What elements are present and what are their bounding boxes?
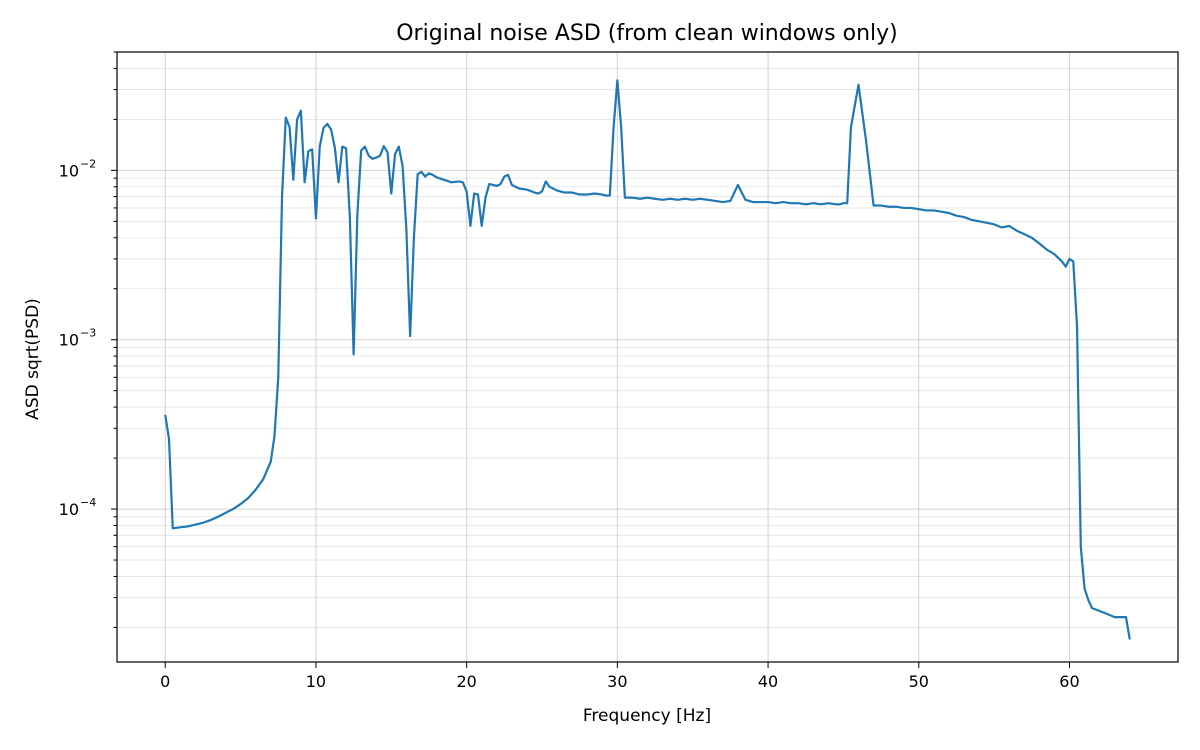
y-axis: 10−410−310−2 bbox=[59, 51, 117, 628]
x-tick-label: 40 bbox=[758, 672, 778, 691]
x-tick-label: 0 bbox=[160, 672, 170, 691]
x-axis: 0 10 20 30 40 50 60 bbox=[160, 662, 1080, 691]
asd-series-line bbox=[164, 79, 1131, 640]
x-axis-label: Frequency [Hz] bbox=[583, 706, 711, 726]
y-axis-label: ASD sqrt(PSD) bbox=[23, 298, 43, 420]
x-tick-label: 60 bbox=[1059, 672, 1079, 691]
y-tick-exponent: −2 bbox=[80, 157, 96, 170]
x-tick-label: 10 bbox=[306, 672, 326, 691]
y-tick-label: 10 bbox=[59, 331, 79, 350]
y-tick-label: 10 bbox=[59, 500, 79, 519]
x-tick-label: 30 bbox=[607, 672, 627, 691]
y-tick-exponent: −3 bbox=[80, 327, 96, 340]
major-grid bbox=[117, 52, 1178, 662]
y-tick-exponent: −4 bbox=[80, 496, 96, 509]
x-tick-label: 20 bbox=[456, 672, 476, 691]
y-tick-label: 10 bbox=[59, 161, 79, 180]
minor-grid bbox=[117, 51, 1178, 628]
chart-title: Original noise ASD (from clean windows o… bbox=[396, 21, 898, 46]
x-tick-label: 50 bbox=[909, 672, 929, 691]
plot-frame bbox=[116, 51, 1179, 663]
